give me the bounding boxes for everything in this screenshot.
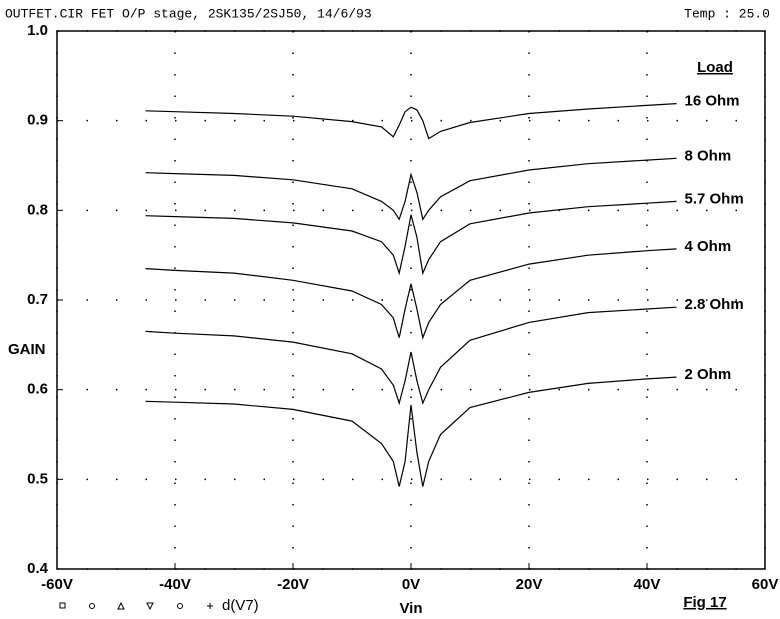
temperature: Temp : 25.0 bbox=[684, 6, 770, 21]
series-line bbox=[145, 376, 677, 487]
x-tick-label: -40V bbox=[159, 576, 191, 593]
legend-text: d(V7) bbox=[222, 597, 259, 614]
series-label: 2 Ohm bbox=[685, 366, 732, 383]
series-label: 4 Ohm bbox=[685, 238, 732, 255]
x-tick-label: 20V bbox=[516, 576, 543, 593]
y-tick-label: 0.7 bbox=[27, 291, 48, 308]
y-tick-label: 0.8 bbox=[27, 201, 48, 218]
x-tick-label: -20V bbox=[277, 576, 309, 593]
series-line bbox=[145, 103, 677, 140]
series-label: 16 Ohm bbox=[685, 93, 740, 110]
y-tick-label: 0.6 bbox=[27, 381, 48, 398]
series-label: 5.7 Ohm bbox=[685, 190, 744, 207]
y-tick-label: 0.9 bbox=[27, 112, 48, 129]
x-tick-label: 0V bbox=[402, 576, 420, 593]
series-line bbox=[145, 306, 677, 406]
x-tick-label: 40V bbox=[634, 576, 661, 593]
x-axis-label: Vin bbox=[399, 600, 422, 617]
series-label: 8 Ohm bbox=[685, 147, 732, 164]
chart-title: OUTFET.CIR FET O/P stage, 2SK135/2SJ50, … bbox=[5, 6, 372, 21]
y-tick-label: 0.5 bbox=[27, 470, 48, 487]
x-tick-label: -60V bbox=[41, 576, 73, 593]
series-line bbox=[145, 200, 677, 276]
x-tick-label: 60V bbox=[752, 576, 779, 593]
y-tick-label: 1.0 bbox=[27, 22, 48, 39]
legend-title: Load bbox=[697, 59, 733, 76]
y-axis-label: GAIN bbox=[8, 341, 46, 358]
series-line bbox=[145, 248, 677, 340]
legend-markers bbox=[59, 601, 213, 611]
figure-label: Fig 17 bbox=[683, 594, 726, 611]
series-line bbox=[145, 157, 677, 221]
series-label: 2.8 Ohm bbox=[685, 296, 744, 313]
y-tick-label: 0.4 bbox=[27, 560, 49, 577]
